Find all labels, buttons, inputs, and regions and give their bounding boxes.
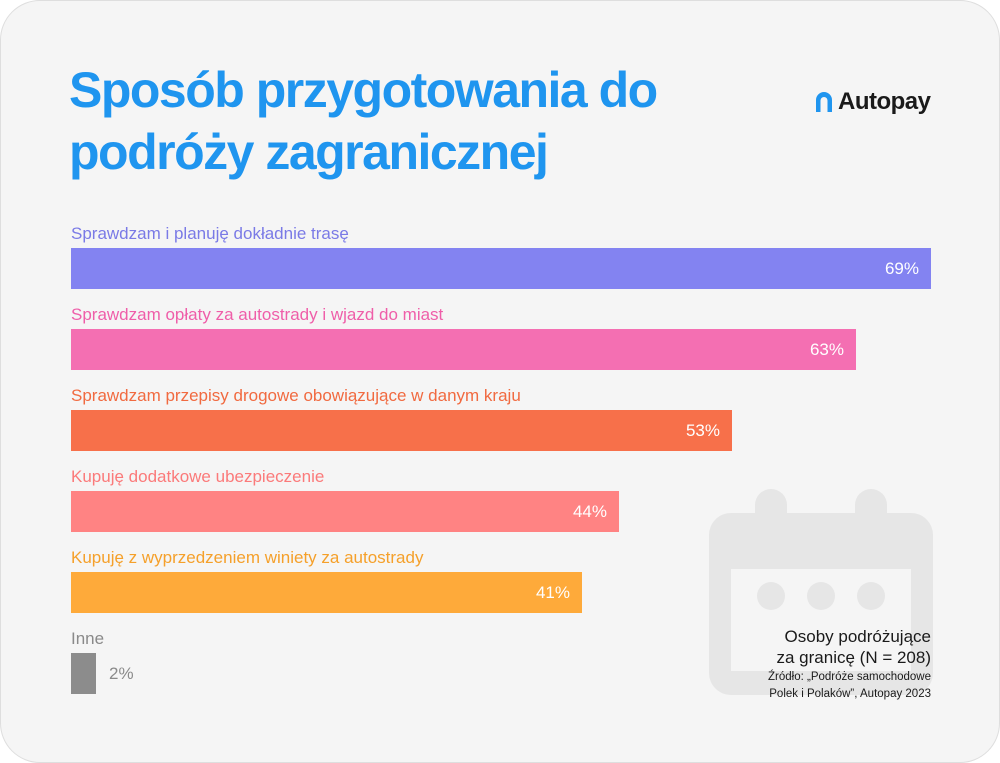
bar: 53% bbox=[71, 410, 732, 451]
bar-value-label: 44% bbox=[572, 502, 607, 521]
bar-value-label: 69% bbox=[884, 259, 919, 278]
bar: 44% bbox=[71, 491, 619, 532]
sample-note-line-1: Osoby podróżujące bbox=[784, 627, 931, 646]
sample-note-line-2: za granicę (N = 208) bbox=[776, 648, 932, 667]
source-line-2: Polek i Polaków”, Autopay 2023 bbox=[769, 688, 931, 700]
source-line-1: Źródło: „Podróże samochodowe bbox=[768, 671, 931, 683]
category-label: Inne bbox=[71, 629, 105, 648]
autopay-logo-icon bbox=[816, 92, 832, 112]
bar: 41% bbox=[71, 572, 582, 613]
title-line-2: podróży zagranicznej bbox=[69, 124, 549, 180]
bar: 63% bbox=[71, 329, 856, 370]
bar-value-label: 2% bbox=[109, 664, 134, 683]
category-label: Sprawdzam przepisy drogowe obowiązujące … bbox=[71, 386, 521, 405]
bar-value-label: 53% bbox=[685, 421, 720, 440]
category-label: Kupuję z wyprzedzeniem winiety za autost… bbox=[71, 548, 424, 567]
title-line-1: Sposób przygotowania do bbox=[69, 62, 658, 118]
category-label: Kupuję dodatkowe ubezpieczenie bbox=[71, 467, 325, 486]
bar-value-label: 41% bbox=[535, 583, 570, 602]
bar bbox=[71, 653, 96, 694]
calendar-icon bbox=[709, 489, 933, 695]
brand-name: Autopay bbox=[838, 88, 931, 115]
bar: 69% bbox=[71, 248, 931, 289]
category-label: Sprawdzam opłaty za autostrady i wjazd d… bbox=[71, 305, 444, 324]
footnote: Osoby podróżujące za granicę (N = 208) Ź… bbox=[768, 626, 931, 702]
chart-title: Sposób przygotowania do podróży zagranic… bbox=[69, 59, 689, 183]
bar-value-label: 63% bbox=[809, 340, 844, 359]
category-label: Sprawdzam i planuję dokładnie trasę bbox=[71, 224, 349, 243]
brand-logo: Autopay bbox=[816, 85, 931, 119]
